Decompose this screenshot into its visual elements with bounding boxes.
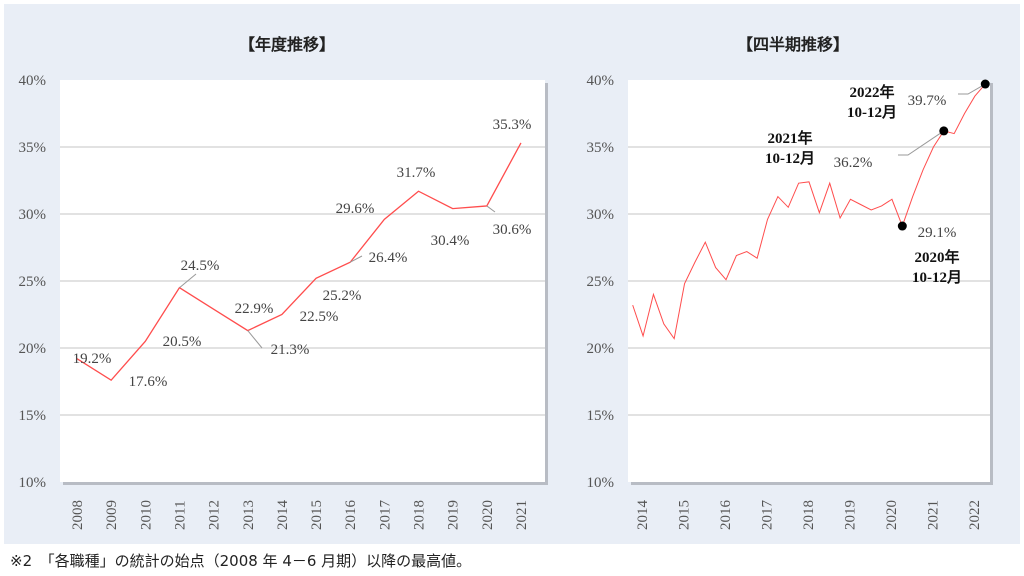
x-tick-label: 2008 (70, 500, 86, 530)
leader-line (247, 330, 263, 349)
annotation-label: 2022年 (849, 83, 894, 101)
data-label: 30.4% (431, 233, 470, 249)
data-label: 35.3% (493, 117, 532, 133)
data-label: 25.2% (323, 288, 362, 304)
y-tick-label: 40% (587, 73, 615, 89)
x-tick-label: 2020 (480, 500, 496, 530)
data-label: 31.7% (397, 165, 436, 181)
x-tick-label: 2011 (172, 501, 188, 530)
leader-line (179, 273, 197, 289)
x-tick-label: 2021 (926, 500, 942, 530)
annotation-label: 2021年 (767, 129, 812, 147)
leader-line (958, 83, 986, 95)
y-tick-label: 35% (587, 140, 615, 156)
series-line (632, 83, 986, 340)
chart-title: 【四半期推移】 (737, 35, 849, 54)
annotation-label: 10-12月 (847, 104, 897, 121)
data-label: 17.6% (129, 374, 168, 390)
x-tick-label: 2012 (207, 500, 223, 530)
series-line (76, 142, 522, 382)
data-label: 19.2% (73, 351, 112, 367)
leader-line (486, 205, 496, 213)
x-tick-label: 2017 (377, 500, 393, 531)
y-tick-label: 10% (587, 475, 615, 491)
x-tick-label: 2009 (104, 500, 120, 530)
x-tick-label: 2020 (884, 500, 900, 530)
chart-title: 【年度推移】 (239, 35, 335, 54)
data-label: 39.7% (908, 93, 947, 109)
annotation-label: 10-12月 (912, 269, 962, 286)
data-label: 21.3% (271, 342, 310, 358)
leader-line (349, 255, 363, 263)
data-label: 36.2% (834, 155, 873, 171)
x-tick-label: 2017 (760, 500, 776, 531)
x-tick-label: 2022 (967, 500, 983, 530)
y-tick-label: 15% (587, 408, 615, 424)
x-tick-label: 2010 (138, 500, 154, 530)
y-tick-label: 15% (19, 408, 47, 424)
data-label: 22.5% (300, 309, 339, 325)
y-tick-label: 30% (587, 207, 615, 223)
y-tick-label: 30% (19, 207, 47, 223)
x-tick-label: 2018 (412, 500, 428, 530)
annotation-label: 2020年 (914, 248, 959, 266)
data-label: 22.9% (235, 301, 274, 317)
data-label: 26.4% (369, 250, 408, 266)
data-label: 29.6% (336, 201, 375, 217)
y-tick-label: 25% (587, 274, 615, 290)
data-label: 29.1% (918, 225, 957, 241)
y-tick-label: 20% (587, 341, 615, 357)
footnote: ※2 「各職種」の統計の始点（2008 年 4－6 月期）以降の最高値。 (10, 552, 472, 570)
y-tick-label: 25% (19, 274, 47, 290)
x-tick-label: 2013 (241, 500, 257, 530)
x-tick-label: 2016 (718, 500, 734, 531)
highlight-marker (939, 126, 949, 136)
y-tick-label: 20% (19, 341, 47, 357)
x-tick-label: 2019 (446, 500, 462, 530)
annotation-label: 10-12月 (765, 150, 815, 167)
highlight-marker (897, 221, 907, 231)
leader-line (898, 130, 945, 156)
data-label: 20.5% (163, 334, 202, 350)
y-tick-label: 35% (19, 140, 47, 156)
highlight-marker (980, 79, 990, 89)
y-tick-label: 40% (19, 73, 47, 89)
data-label: 24.5% (181, 258, 220, 274)
x-tick-label: 2021 (514, 500, 530, 530)
x-tick-label: 2019 (843, 500, 859, 530)
x-tick-label: 2014 (635, 500, 651, 531)
x-tick-label: 2018 (801, 500, 817, 530)
x-tick-label: 2015 (677, 500, 693, 530)
x-tick-label: 2014 (275, 500, 291, 531)
x-tick-label: 2015 (309, 500, 325, 530)
y-tick-label: 10% (19, 475, 47, 491)
data-label: 30.6% (493, 222, 532, 238)
x-tick-label: 2016 (343, 500, 359, 531)
